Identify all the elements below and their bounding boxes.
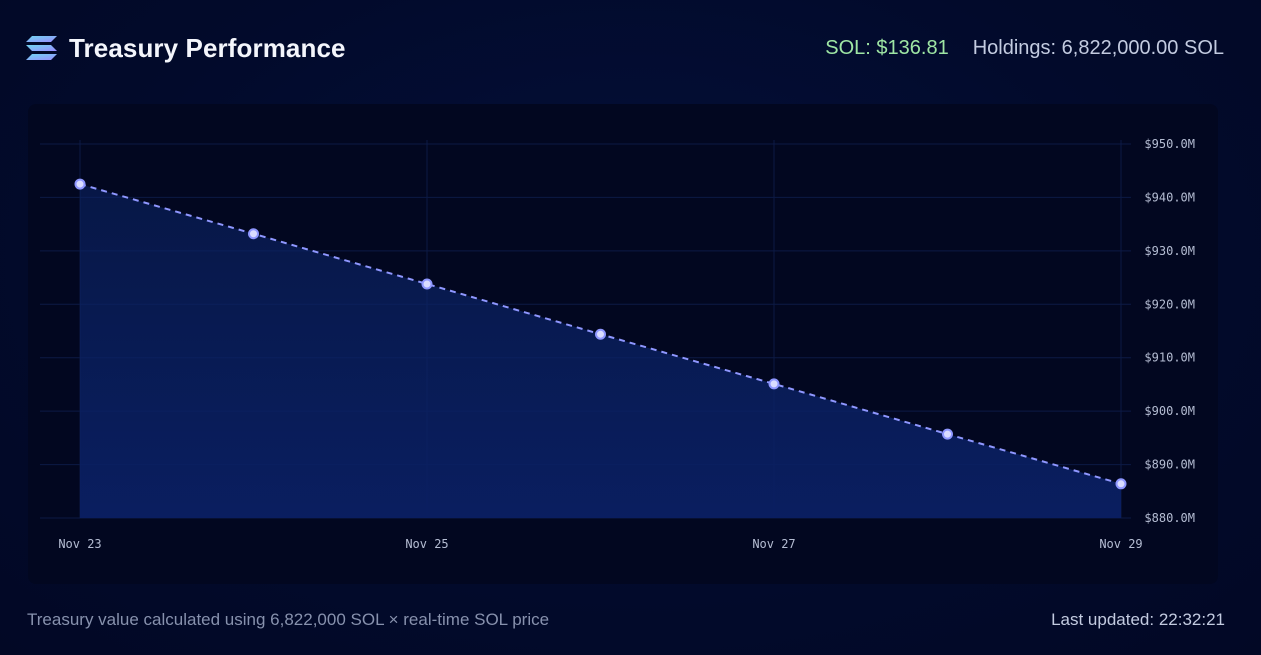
data-point-0 bbox=[74, 178, 86, 190]
area-layer bbox=[80, 184, 1121, 519]
header-stats: SOL: $136.81 Holdings: 6,822,000.00 SOL bbox=[825, 37, 1224, 60]
holdings: Holdings: 6,822,000.00 SOL bbox=[972, 36, 1224, 59]
x-tick-label: Nov 27 bbox=[752, 537, 795, 551]
x-axis-ticks: Nov 23 Nov 25 Nov 27 Nov 29 bbox=[58, 537, 1142, 551]
sol-price: SOL: $136.81 bbox=[825, 36, 949, 59]
y-tick-label: $880.0M bbox=[1144, 511, 1195, 525]
y-tick-label: $900.0M bbox=[1144, 404, 1195, 418]
y-axis-ticks: $880.0M $890.0M $900.0M $910.0M $920.0M $930.… bbox=[1144, 137, 1195, 525]
page-title: Treasury Performance bbox=[69, 32, 346, 63]
point-layer bbox=[74, 178, 1127, 490]
data-point-2 bbox=[421, 278, 433, 290]
y-tick-label: $920.0M bbox=[1144, 297, 1195, 311]
x-tick-label: Nov 29 bbox=[1099, 537, 1142, 551]
x-tick-label: Nov 25 bbox=[405, 537, 448, 551]
brand: Treasury Performance bbox=[26, 33, 346, 64]
header: Treasury Performance SOL: $136.81 Holdin… bbox=[26, 28, 1224, 68]
y-tick-label: $940.0M bbox=[1144, 190, 1195, 204]
data-point-5 bbox=[942, 428, 953, 440]
last-updated: Last updated: 22:32:21 bbox=[1051, 610, 1225, 629]
area-fill bbox=[80, 184, 1121, 519]
footer-note: Treasury value calculated using 6,822,00… bbox=[27, 610, 550, 629]
data-point-4 bbox=[768, 378, 780, 390]
data-point-6 bbox=[1115, 478, 1127, 490]
y-tick-label: $950.0M bbox=[1144, 137, 1195, 151]
x-tick-label: Nov 23 bbox=[58, 537, 101, 551]
y-tick-label: $910.0M bbox=[1144, 351, 1195, 365]
solana-logo-icon bbox=[26, 36, 57, 60]
data-point-3 bbox=[595, 328, 606, 340]
y-tick-label: $890.0M bbox=[1144, 458, 1195, 472]
y-tick-label: $930.0M bbox=[1144, 244, 1195, 258]
data-point-1 bbox=[248, 228, 259, 240]
